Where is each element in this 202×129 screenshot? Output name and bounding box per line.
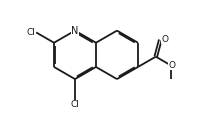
Text: Cl: Cl bbox=[26, 28, 35, 37]
Text: Cl: Cl bbox=[70, 100, 79, 109]
Text: N: N bbox=[71, 26, 79, 36]
Text: O: O bbox=[168, 61, 175, 70]
Text: O: O bbox=[161, 35, 168, 44]
